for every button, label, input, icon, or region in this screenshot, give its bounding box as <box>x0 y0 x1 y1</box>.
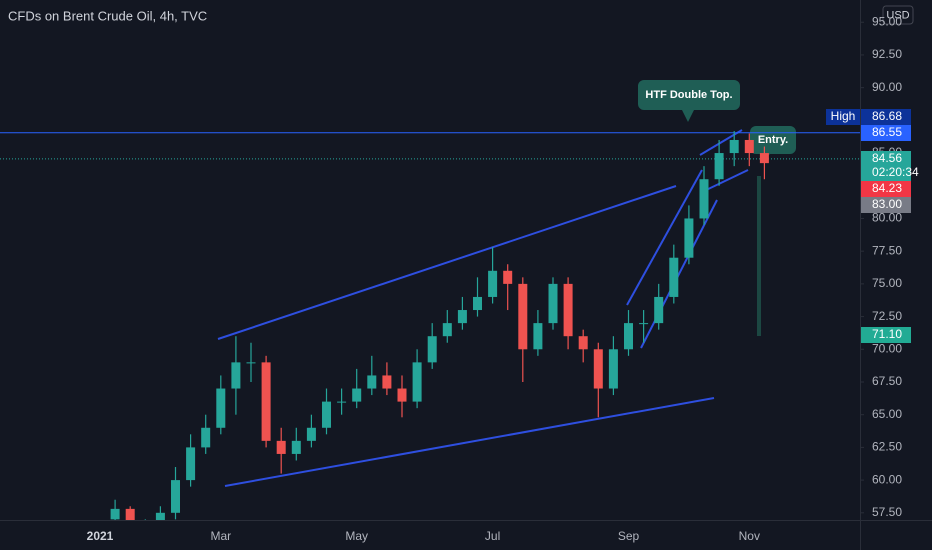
candle-body <box>382 375 392 389</box>
candle-body <box>155 512 165 520</box>
countdown: 02:20:34 <box>872 165 919 179</box>
drawings <box>217 129 761 487</box>
y-tick-label: 90.00 <box>872 80 902 94</box>
candle-body <box>593 349 603 389</box>
candles <box>110 131 769 520</box>
candle-body <box>457 310 467 324</box>
candle-body <box>578 336 588 350</box>
candle-body <box>548 283 558 324</box>
candle-body <box>367 375 377 389</box>
price-tag <box>861 197 911 213</box>
candle-body <box>397 388 407 402</box>
y-tick-label: 95.00 <box>872 14 902 28</box>
x-tick-label: 2021 <box>87 529 114 543</box>
price-tag-label: 83.00 <box>872 197 902 211</box>
y-tick-label: 77.50 <box>872 243 902 257</box>
candle-body <box>563 283 573 337</box>
price-tag <box>861 151 911 181</box>
candle-body <box>442 323 452 337</box>
candle-body <box>699 179 709 219</box>
candle-body <box>201 427 211 448</box>
price-tag-label: 86.55 <box>872 125 902 139</box>
candle-body <box>759 153 769 164</box>
candle-body <box>503 270 513 284</box>
candle-body <box>352 388 362 402</box>
candle-body <box>639 323 649 325</box>
candle-body <box>473 296 482 311</box>
candle-body <box>125 508 135 520</box>
candle-body <box>216 388 226 428</box>
y-tick-label: 65.00 <box>872 407 902 421</box>
candle-body <box>684 218 694 258</box>
candle-body <box>110 508 120 520</box>
price-tag <box>861 327 911 343</box>
candle-body <box>518 283 528 350</box>
price-tag-label: 86.68 <box>872 109 902 123</box>
currency-box <box>882 5 914 25</box>
candle-body <box>171 480 180 513</box>
y-tick-label: 70.00 <box>872 341 902 355</box>
trend-line <box>224 397 715 487</box>
candle-body <box>624 323 633 350</box>
trend-line <box>701 169 749 193</box>
candle-body <box>337 401 347 403</box>
candle-body <box>533 323 543 350</box>
price-tag <box>861 181 911 197</box>
currency: USD <box>886 9 909 21</box>
high-label: High <box>831 109 856 123</box>
candle-body <box>261 362 271 441</box>
price-tag <box>861 125 911 141</box>
annotation-text: HTF Double Top. <box>645 89 732 101</box>
y-tick-label: 60.00 <box>872 472 902 486</box>
chart-title: CFDs on Brent Crude Oil, 4h, TVC <box>8 8 207 23</box>
x-tick-label: Nov <box>739 529 760 543</box>
candle-body <box>186 447 196 481</box>
candle-body <box>669 257 679 297</box>
price-tag-label: 84.56 <box>872 151 902 165</box>
y-tick-label: 75.00 <box>872 276 902 290</box>
price-tag-label: 84.23 <box>872 181 902 195</box>
candle-body <box>322 401 331 428</box>
x-tick-label: Jul <box>485 529 500 543</box>
candle-body <box>427 336 437 363</box>
annotation-text: Entry. <box>758 134 788 146</box>
candle-body <box>488 270 498 297</box>
candle-body <box>276 440 286 454</box>
x-tick-label: May <box>345 529 368 543</box>
callout-bubble <box>638 80 740 122</box>
trend-line <box>699 129 743 156</box>
x-tick-label: Mar <box>210 529 231 543</box>
y-tick-label: 62.50 <box>872 440 902 454</box>
y-tick-label: 72.50 <box>872 309 902 323</box>
trend-line <box>626 169 703 306</box>
price-tag-label: 71.10 <box>872 327 902 341</box>
y-tick-label: 67.50 <box>872 374 902 388</box>
candle-body <box>306 427 316 441</box>
position-bar <box>757 176 761 336</box>
trend-line <box>217 185 677 340</box>
candle-body <box>231 362 241 389</box>
x-tick-label: Sep <box>618 529 640 543</box>
candle-body <box>744 139 754 154</box>
candle-body <box>654 296 664 324</box>
high-label-box <box>826 109 860 125</box>
y-tick-label: 80.00 <box>872 211 902 225</box>
candle-body <box>246 362 256 364</box>
candle-body <box>608 349 618 389</box>
candle-body <box>714 153 724 180</box>
y-tick-label: 57.50 <box>872 505 902 519</box>
price-tag <box>861 109 911 125</box>
candle-body <box>729 139 739 154</box>
candle-body <box>412 362 422 402</box>
y-tick-label: 92.50 <box>872 47 902 61</box>
annotation: HTF Double Top. <box>638 80 740 122</box>
candle-body <box>291 440 301 454</box>
